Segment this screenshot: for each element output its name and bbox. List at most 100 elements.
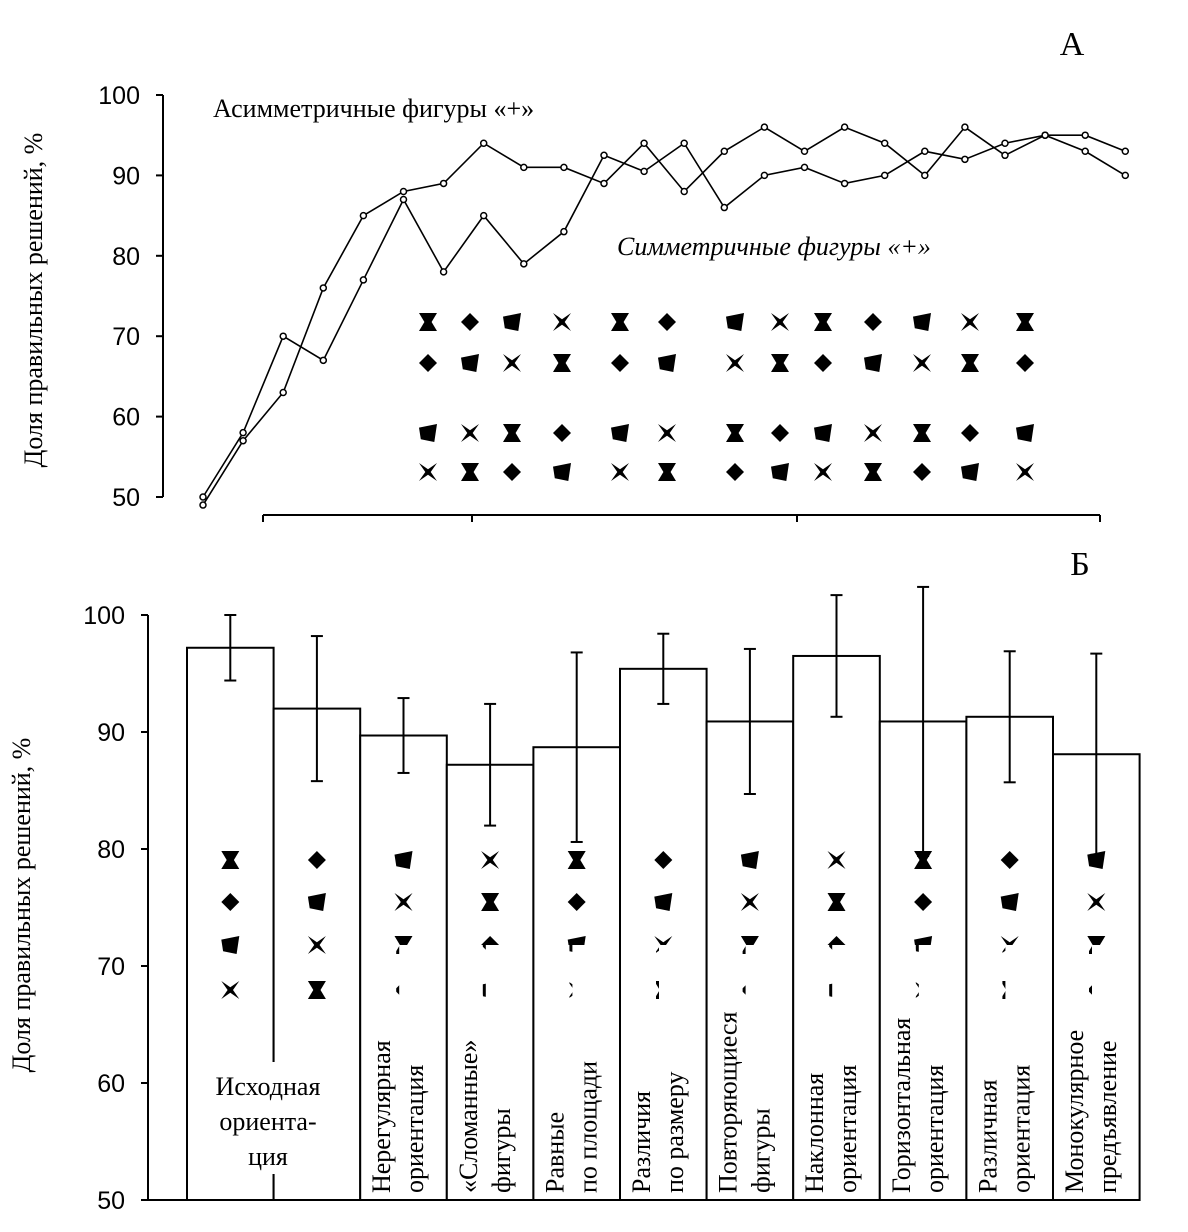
y-tick-label: 70: [97, 953, 125, 981]
figure-icon: [553, 463, 571, 481]
figure-icon: [307, 851, 326, 869]
point: [961, 123, 969, 131]
point: [1001, 139, 1009, 147]
figure-icon: [1016, 463, 1034, 481]
y-tick-label: 80: [97, 836, 125, 864]
label-box: [659, 945, 689, 1195]
figure-icon: [814, 313, 832, 331]
point: [319, 356, 328, 365]
figure-icon: [503, 463, 521, 481]
category-label: предъявление: [1093, 1040, 1122, 1193]
figure-icon: [864, 354, 882, 372]
category-label: Монокулярное: [1060, 1030, 1089, 1193]
category-label: по площади: [573, 1061, 602, 1193]
point: [399, 187, 408, 196]
label-box: [572, 945, 603, 1195]
point: [1041, 131, 1049, 139]
figure-icon: [461, 313, 479, 331]
point: [600, 179, 608, 188]
category-label: фигуры: [487, 1108, 516, 1193]
figure-icon: [913, 424, 931, 442]
figure-icon: [654, 851, 673, 869]
figure-icon: [611, 313, 629, 331]
point: [880, 171, 889, 180]
figure-icon: [611, 424, 629, 442]
figure-icon: [726, 424, 744, 442]
category-label: Различия: [627, 1091, 656, 1193]
label-box: [885, 945, 916, 1195]
figure-icon: [1087, 893, 1106, 911]
label-box: [399, 945, 430, 1195]
label-box: [366, 945, 397, 1195]
figure-icon: [1016, 313, 1034, 331]
figure-icon: [726, 463, 744, 481]
figure-icon: [814, 463, 832, 481]
category-label: Нерегулярная: [367, 1040, 396, 1193]
label-box: [832, 945, 863, 1195]
figure-icon: [658, 424, 676, 442]
point: [760, 123, 769, 131]
label-box: [799, 945, 830, 1195]
figure-icon: [726, 313, 744, 331]
figure-icon: [864, 424, 882, 442]
figure-icon: [913, 354, 931, 372]
point: [319, 284, 328, 292]
point: [840, 123, 849, 131]
point: [479, 139, 488, 147]
y-tick-label: 100: [98, 82, 140, 110]
figure-icon: [771, 313, 789, 331]
series-line: [202, 134, 1126, 498]
figure-icon: [461, 463, 479, 481]
figure-icon: [961, 424, 979, 442]
figure-icon: [913, 463, 931, 481]
figure-icon: [658, 354, 676, 372]
label-box: [745, 945, 776, 1195]
panel-label: Б: [1070, 546, 1090, 583]
figure-icon: [611, 354, 629, 372]
figure-icon: [771, 424, 789, 442]
category-label: по размеру: [660, 1071, 689, 1193]
figure-icon: [913, 313, 931, 331]
point: [600, 151, 608, 160]
figure-icon: [740, 851, 759, 869]
y-tick-label: 60: [97, 1070, 125, 1098]
point: [921, 171, 929, 180]
category-label: ориентация: [1006, 1065, 1035, 1193]
figure-icon: [658, 463, 676, 481]
figure-icon: [814, 424, 832, 442]
figure-icon: [740, 893, 759, 911]
figure-icon: [726, 354, 744, 372]
label-box: [1059, 945, 1089, 1195]
point: [1121, 171, 1130, 180]
label-box: [626, 945, 656, 1195]
point: [239, 436, 247, 445]
figure-icon: [771, 354, 789, 372]
point: [560, 227, 568, 236]
category-label: Горизонтальная: [887, 1018, 916, 1193]
category-label: Исходная: [216, 1072, 321, 1101]
point: [279, 388, 287, 397]
category-label: Различная: [973, 1079, 1002, 1193]
point: [520, 260, 528, 268]
point: [800, 147, 809, 156]
figure-icon: [567, 893, 586, 911]
point: [359, 276, 368, 284]
point: [680, 187, 688, 196]
figure-icon: [567, 851, 586, 869]
figure-icon: [1016, 424, 1034, 442]
y-tick-label: 100: [83, 602, 125, 630]
point: [279, 332, 287, 340]
y-axis-label: Доля правильных решений, %: [7, 738, 36, 1073]
figure-icon: [1000, 851, 1019, 869]
label-box: [196, 1062, 338, 1174]
figure-icon: [307, 893, 326, 911]
figure-icon: [221, 893, 240, 911]
point: [1081, 147, 1089, 156]
point: [520, 163, 528, 172]
figure-icon: [419, 463, 437, 481]
point: [239, 428, 247, 437]
figure-icon: [658, 313, 676, 331]
point: [720, 203, 729, 212]
figure-icon: [419, 424, 437, 442]
label-box: [972, 945, 1003, 1195]
